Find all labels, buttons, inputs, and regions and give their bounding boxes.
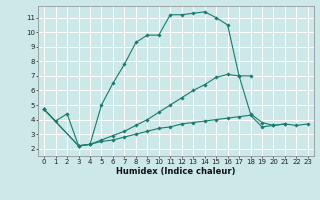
X-axis label: Humidex (Indice chaleur): Humidex (Indice chaleur): [116, 167, 236, 176]
